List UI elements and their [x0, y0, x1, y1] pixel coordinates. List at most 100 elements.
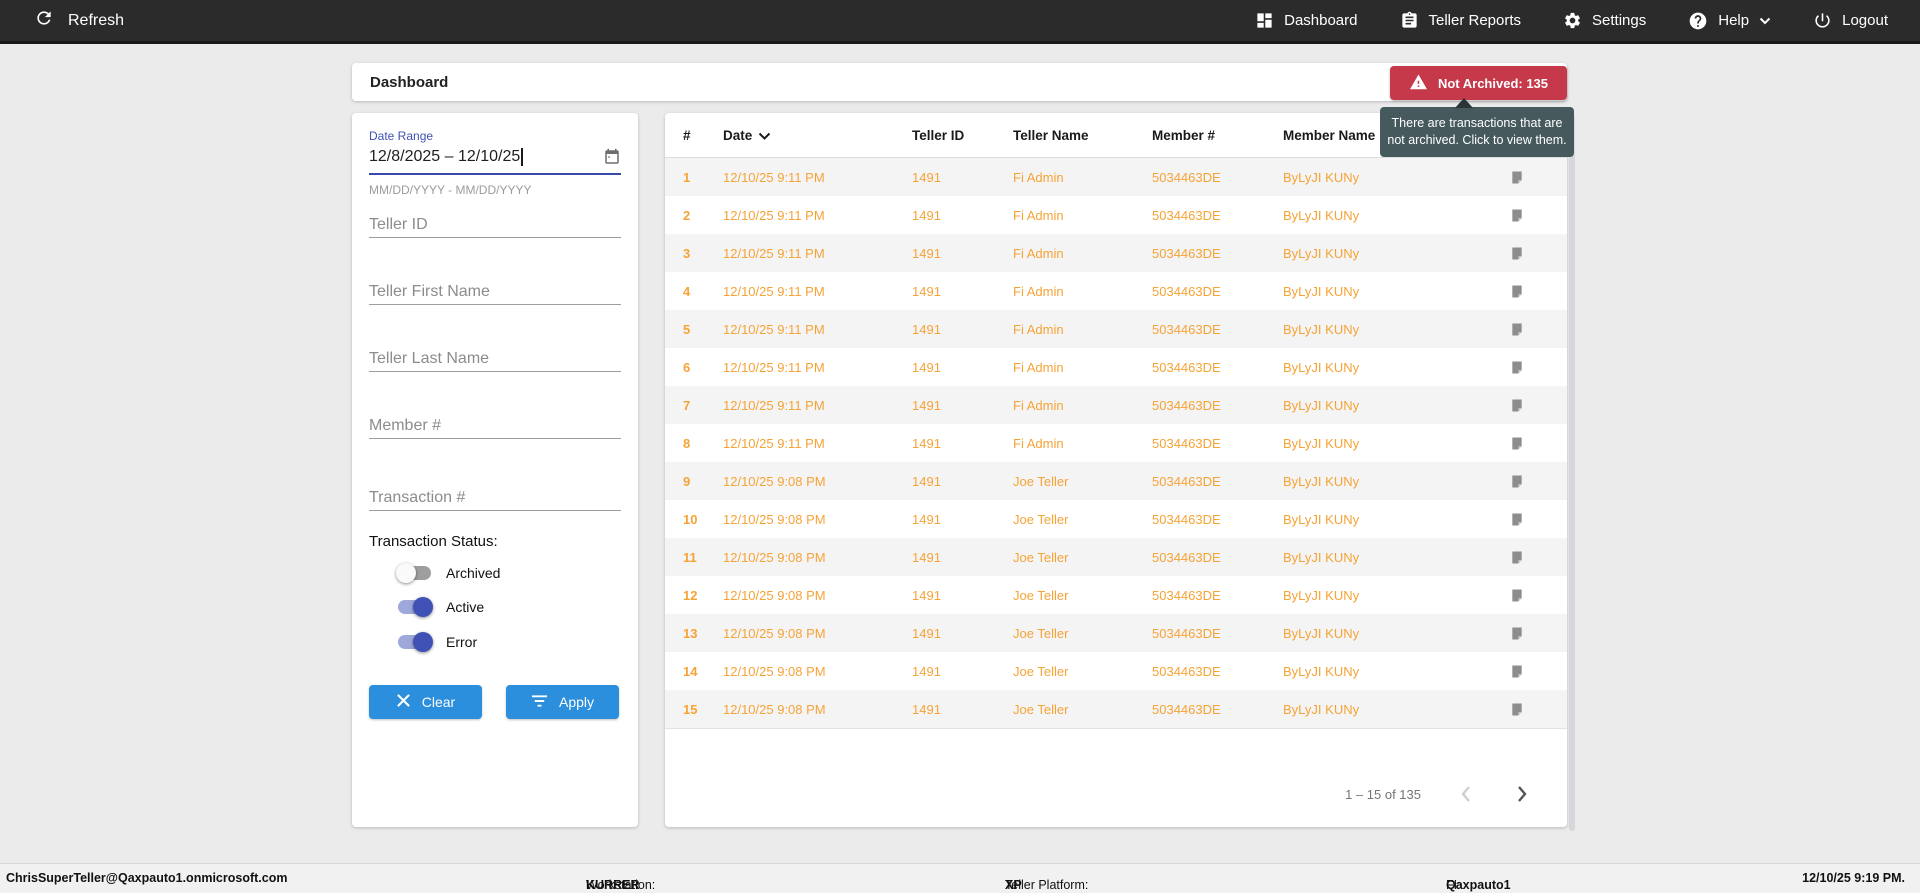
note-icon[interactable] [1485, 245, 1549, 262]
teller-last-name-field[interactable] [369, 346, 621, 372]
note-icon[interactable] [1485, 511, 1549, 528]
refresh-label: Refresh [68, 11, 125, 29]
table-row[interactable]: 6 12/10/25 9:11 PM 1491 Fi Admin 5034463DE By… [665, 348, 1567, 386]
note-icon[interactable] [1485, 359, 1549, 376]
cell-teller-name: Joe Teller [1013, 587, 1069, 603]
table-row[interactable]: 12 12/10/25 9:08 PM 1491 Joe Teller 5034463D… [665, 576, 1567, 614]
cell-member-name: ByLyJI KUNy [1283, 625, 1360, 641]
next-page-button[interactable] [1511, 781, 1533, 807]
table-row[interactable]: 2 12/10/25 9:11 PM 1491 Fi Admin 5034463DE By… [665, 196, 1567, 234]
chevron-down-icon [1759, 17, 1771, 25]
previous-page-button[interactable] [1455, 781, 1477, 807]
error-toggle[interactable]: Error [396, 632, 477, 652]
note-icon[interactable] [1485, 549, 1549, 566]
table-row[interactable]: 8 12/10/25 9:11 PM 1491 Fi Admin 5034463DE By… [665, 424, 1567, 462]
table-row[interactable]: 1 12/10/25 9:11 PM 1491 Fi Admin 5034463DE By… [665, 158, 1567, 196]
table-row[interactable]: 3 12/10/25 9:11 PM 1491 Fi Admin 5034463DE By… [665, 234, 1567, 272]
cell-member-num: 5034463DE [1152, 435, 1221, 451]
nav-help[interactable]: Help [1688, 11, 1771, 31]
cell-member-num: 5034463DE [1152, 321, 1221, 337]
text-caret [521, 148, 523, 166]
apply-button[interactable]: Apply [506, 685, 619, 719]
cell-member-name: ByLyJI KUNy [1283, 511, 1360, 527]
member-number-field[interactable] [369, 413, 621, 439]
note-icon[interactable] [1485, 397, 1549, 414]
nav-dashboard[interactable]: Dashboard [1255, 11, 1358, 30]
cell-row-num: 15 [683, 701, 698, 717]
dashboard-icon [1255, 11, 1274, 30]
note-icon[interactable] [1485, 663, 1549, 680]
tooltip-arrow [1455, 98, 1473, 108]
cell-date: 12/10/25 9:08 PM [723, 473, 826, 489]
cell-member-name: ByLyJI KUNy [1283, 549, 1360, 565]
teller-id-field[interactable] [369, 212, 621, 238]
cell-date: 12/10/25 9:11 PM [723, 397, 825, 413]
cell-member-name: ByLyJI KUNy [1283, 663, 1360, 679]
refresh-button[interactable]: Refresh [0, 8, 124, 33]
active-toggle-switch[interactable] [396, 597, 433, 617]
cell-teller-id: 1491 [912, 397, 941, 413]
col-date[interactable]: Date [723, 128, 912, 143]
top-nav-bar: Refresh Dashboard Teller Reports Setting… [0, 0, 1920, 44]
cell-row-num: 12 [683, 587, 698, 603]
cell-teller-name: Joe Teller [1013, 625, 1069, 641]
cell-teller-id: 1491 [912, 511, 941, 527]
cell-member-num: 5034463DE [1152, 511, 1221, 527]
cell-member-num: 5034463DE [1152, 169, 1221, 185]
cell-teller-id: 1491 [912, 663, 941, 679]
table-row[interactable]: 14 12/10/25 9:08 PM 1491 Joe Teller 5034463D… [665, 652, 1567, 690]
note-icon[interactable] [1485, 169, 1549, 186]
clear-button[interactable]: Clear [369, 685, 482, 719]
teller-first-name-field[interactable] [369, 279, 621, 305]
note-icon[interactable] [1485, 701, 1549, 718]
nav-settings[interactable]: Settings [1563, 11, 1646, 30]
table-row[interactable]: 9 12/10/25 9:08 PM 1491 Joe Teller 5034463DE… [665, 462, 1567, 500]
cell-teller-name: Fi Admin [1013, 245, 1064, 261]
error-toggle-switch[interactable] [396, 632, 433, 652]
note-icon[interactable] [1485, 435, 1549, 452]
table-row[interactable]: 11 12/10/25 9:08 PM 1491 Joe Teller 5034463D… [665, 538, 1567, 576]
note-icon[interactable] [1485, 473, 1549, 490]
cell-member-name: ByLyJI KUNy [1283, 245, 1360, 261]
cell-member-name: ByLyJI KUNy [1283, 435, 1360, 451]
gear-icon [1563, 11, 1582, 30]
table-row[interactable]: 5 12/10/25 9:11 PM 1491 Fi Admin 5034463DE By… [665, 310, 1567, 348]
clear-x-icon [396, 693, 411, 711]
col-member-num: Member # [1152, 127, 1216, 143]
table-row[interactable]: 7 12/10/25 9:11 PM 1491 Fi Admin 5034463DE By… [665, 386, 1567, 424]
nav-dashboard-label: Dashboard [1284, 12, 1358, 29]
table-row[interactable]: 13 12/10/25 9:08 PM 1491 Joe Teller 5034463D… [665, 614, 1567, 652]
note-icon[interactable] [1485, 587, 1549, 604]
cell-teller-name: Joe Teller [1013, 663, 1069, 679]
power-icon [1813, 11, 1832, 30]
archived-toggle[interactable]: Archived [396, 563, 500, 583]
archived-toggle-switch[interactable] [396, 563, 433, 583]
active-toggle[interactable]: Active [396, 597, 484, 617]
active-toggle-label: Active [446, 599, 485, 615]
transaction-number-field[interactable] [369, 485, 621, 511]
cell-date: 12/10/25 9:08 PM [723, 625, 826, 641]
col-teller-id: Teller ID [912, 127, 965, 143]
col-member-name: Member Name [1283, 127, 1376, 143]
table-row[interactable]: 4 12/10/25 9:11 PM 1491 Fi Admin 5034463DE By… [665, 272, 1567, 310]
nav-logout[interactable]: Logout [1813, 11, 1888, 30]
date-range-input[interactable]: 12/8/2025 – 12/10/25 [369, 144, 621, 170]
cell-row-num: 14 [683, 663, 698, 679]
table-row[interactable]: 15 12/10/25 9:08 PM 1491 Joe Teller 5034463D… [665, 690, 1567, 728]
cell-row-num: 1 [683, 169, 691, 185]
note-icon[interactable] [1485, 625, 1549, 642]
cell-row-num: 5 [683, 321, 691, 337]
cell-date: 12/10/25 9:11 PM [723, 169, 825, 185]
cell-row-num: 10 [683, 511, 698, 527]
calendar-icon[interactable] [603, 148, 621, 166]
note-icon[interactable] [1485, 321, 1549, 338]
nav-teller-reports[interactable]: Teller Reports [1400, 11, 1521, 30]
date-range-label: Date Range [369, 129, 434, 143]
date-range-value: 12/8/2025 – 12/10/25 [369, 148, 521, 165]
not-archived-badge[interactable]: Not Archived: 135 [1390, 66, 1567, 100]
note-icon[interactable] [1485, 207, 1549, 224]
table-scrollbar[interactable] [1569, 115, 1575, 831]
table-row[interactable]: 10 12/10/25 9:08 PM 1491 Joe Teller 5034463D… [665, 500, 1567, 538]
cell-date: 12/10/25 9:11 PM [723, 435, 825, 451]
note-icon[interactable] [1485, 283, 1549, 300]
